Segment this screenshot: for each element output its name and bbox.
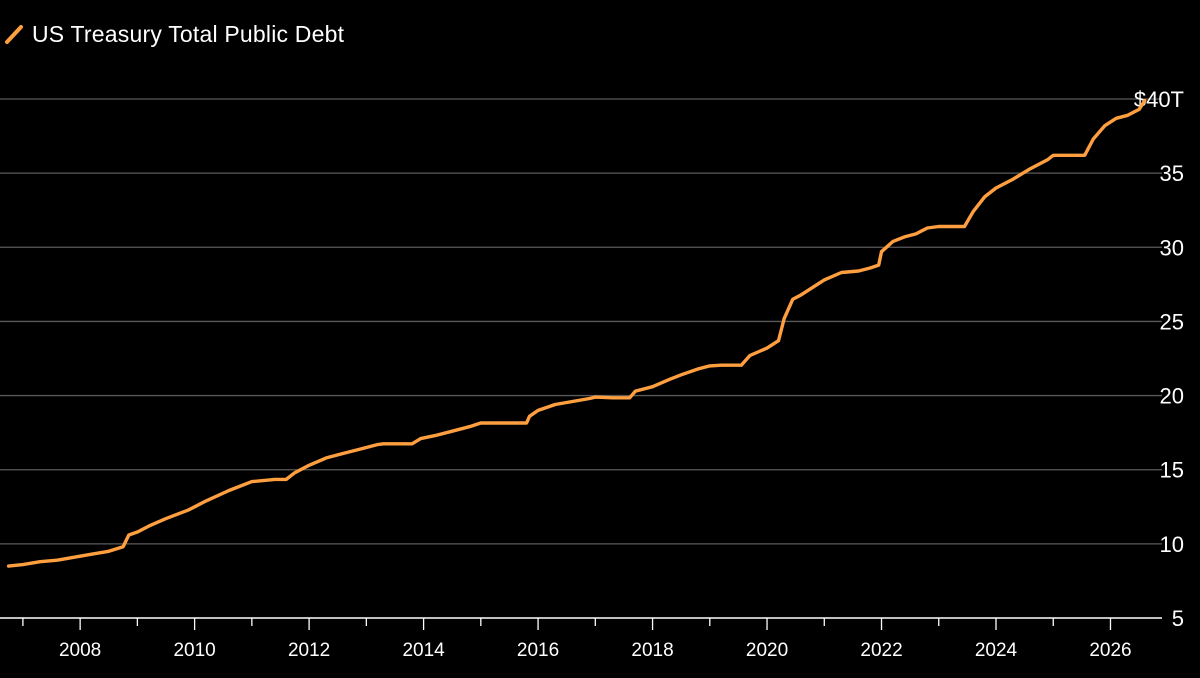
legend-label: US Treasury Total Public Debt bbox=[32, 20, 345, 47]
series-layer bbox=[6, 98, 1147, 568]
series-line-0 bbox=[6, 98, 1147, 568]
x-tick-label-2024: 2024 bbox=[975, 640, 1018, 661]
y-tick-label-35: 35 bbox=[1160, 161, 1184, 186]
x-axis bbox=[0, 617, 1162, 630]
x-tick-label-2018: 2018 bbox=[631, 640, 673, 661]
y-tick-label-30: 30 bbox=[1160, 235, 1184, 260]
x-tick-label-2016: 2016 bbox=[517, 640, 559, 661]
x-axis-tick-labels: 2008 2010 2012 2014 2016 2018 2020 2022 2024 2026 bbox=[59, 640, 1132, 661]
x-tick-label-2012: 2012 bbox=[288, 640, 330, 661]
x-tick-label-2020: 2020 bbox=[746, 640, 788, 661]
y-tick-label-40: $40T bbox=[1134, 87, 1184, 112]
y-tick-label-15: 15 bbox=[1160, 458, 1184, 483]
y-tick-label-20: 20 bbox=[1160, 384, 1184, 409]
x-tick-label-2022: 2022 bbox=[860, 640, 902, 661]
gridlines bbox=[0, 98, 1162, 545]
y-tick-label-25: 25 bbox=[1160, 309, 1184, 334]
x-tick-label-2010: 2010 bbox=[173, 640, 215, 661]
x-tick-label-2014: 2014 bbox=[402, 640, 445, 661]
x-tick-label-2008: 2008 bbox=[59, 640, 101, 661]
y-axis-tick-labels: 5 10 15 20 25 30 35 $40T bbox=[1134, 87, 1184, 631]
legend: US Treasury Total Public Debt bbox=[4, 18, 344, 50]
y-tick-label-5: 5 bbox=[1172, 606, 1184, 631]
legend-line-swatch-icon bbox=[5, 25, 23, 44]
y-tick-label-10: 10 bbox=[1160, 532, 1184, 557]
x-tick-label-2026: 2026 bbox=[1089, 640, 1131, 661]
